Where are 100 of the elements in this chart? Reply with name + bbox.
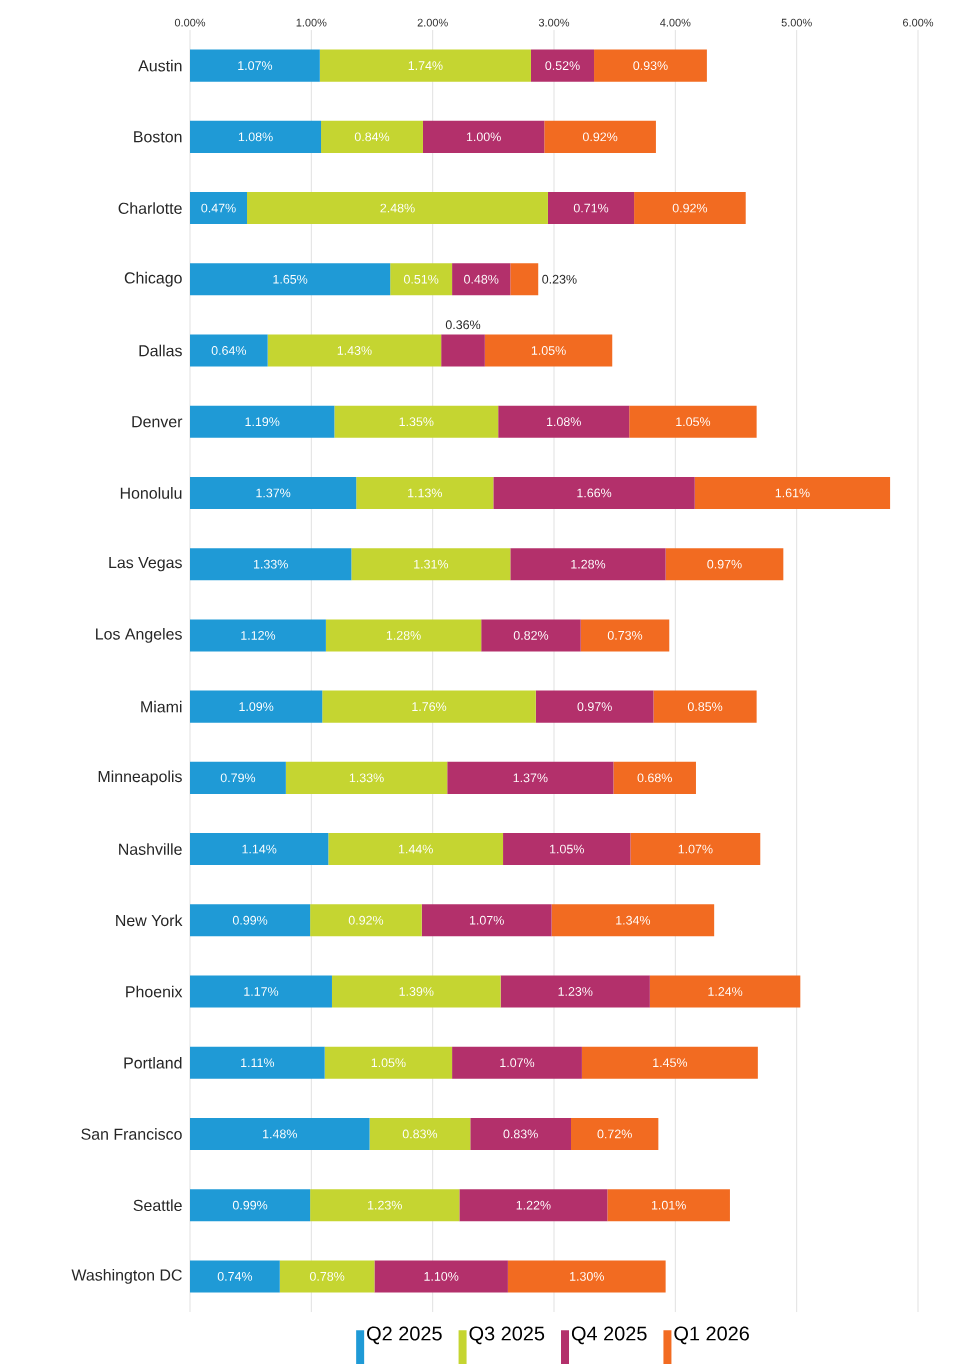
bar xyxy=(459,1189,608,1222)
data-label: 1.12% xyxy=(241,631,276,640)
bar xyxy=(322,690,536,723)
y-tick-label: Seattle xyxy=(133,1199,182,1212)
bar xyxy=(369,1117,471,1150)
bar xyxy=(190,548,352,581)
data-label: 1.28% xyxy=(571,559,606,569)
bar xyxy=(452,263,511,296)
y-tick-label: New York xyxy=(116,914,183,927)
bar xyxy=(634,192,746,225)
bar xyxy=(325,619,482,652)
bar xyxy=(190,1189,311,1222)
data-label: 1.74% xyxy=(408,61,443,70)
bar xyxy=(190,1117,370,1150)
bar xyxy=(328,833,504,866)
data-label: 1.76% xyxy=(412,702,447,712)
bar xyxy=(190,405,335,438)
data-label: 2.48% xyxy=(380,203,415,213)
bar xyxy=(500,975,650,1008)
data-label: 0.85% xyxy=(687,702,723,712)
bar xyxy=(190,761,286,794)
data-label: 0.52% xyxy=(545,61,580,71)
bar xyxy=(544,120,656,153)
bar xyxy=(190,690,323,723)
text: Q3 2025 xyxy=(469,1326,545,1345)
data-label: 1.14% xyxy=(242,844,277,854)
bar xyxy=(190,619,326,652)
bar xyxy=(190,476,357,509)
y-tick-label: San Francisco xyxy=(81,1128,182,1140)
data-label: 1.09% xyxy=(239,702,274,712)
bar xyxy=(190,904,311,937)
data-label: 1.13% xyxy=(408,488,442,498)
data-label: 1.37% xyxy=(256,488,291,498)
bar xyxy=(580,619,670,652)
bar xyxy=(653,690,757,723)
data-label: 1.19% xyxy=(245,417,280,427)
text: Q2 2025 xyxy=(367,1326,442,1345)
data-label: 0.93% xyxy=(633,61,668,71)
data-label: 0.79% xyxy=(220,773,256,783)
bar xyxy=(285,761,448,794)
data-label: 1.23% xyxy=(558,987,593,996)
data-label: 0.71% xyxy=(573,203,609,213)
data-label: 1.28% xyxy=(386,630,421,640)
x-tick-label: 4.00% xyxy=(660,18,691,27)
data-label: 1.05% xyxy=(676,417,711,427)
series-label: Q1 2026 xyxy=(674,1326,749,1345)
bar xyxy=(247,192,548,225)
data-label: 1.66% xyxy=(577,488,612,498)
data-label: 1.33% xyxy=(253,559,288,569)
data-label: 1.23% xyxy=(368,1200,402,1210)
data-label: 0.83% xyxy=(503,1129,538,1139)
data-label: 0.72% xyxy=(597,1129,632,1139)
y-tick-label: Portland xyxy=(124,1056,182,1069)
data-label: 0.74% xyxy=(217,1271,253,1281)
bar xyxy=(324,1046,453,1079)
data-label: 0.99% xyxy=(232,1200,268,1210)
data-label: 0.78% xyxy=(309,1271,345,1281)
data-label: 0.97% xyxy=(707,559,742,569)
data-label: 1.05% xyxy=(371,1058,406,1068)
bar xyxy=(441,334,485,367)
data-label: 1.43% xyxy=(337,346,372,355)
x-tick-label: 6.00% xyxy=(903,18,934,27)
data-label: 1.65% xyxy=(273,274,308,284)
bar xyxy=(321,120,423,153)
y-tick-label: Washington DC xyxy=(71,1268,182,1284)
data-label: 1.45% xyxy=(653,1058,688,1068)
bar xyxy=(190,833,329,866)
bar xyxy=(551,904,715,937)
data-label: 0.48% xyxy=(464,274,499,284)
bar xyxy=(190,1046,325,1079)
data-label: 0.36% xyxy=(445,320,481,330)
bar xyxy=(493,476,695,509)
y-tick-label: Minneapolis xyxy=(98,770,182,786)
bar xyxy=(190,263,391,296)
data-label: 1.24% xyxy=(708,987,743,996)
data-label: 1.07% xyxy=(238,61,273,71)
bar xyxy=(581,1046,758,1079)
bar xyxy=(613,761,696,794)
bar xyxy=(190,975,332,1008)
data-label: 1.31% xyxy=(414,559,449,569)
text: Q4 2025 xyxy=(571,1326,647,1345)
data-label: 1.07% xyxy=(500,1058,535,1068)
data-label: 0.47% xyxy=(201,203,236,213)
bar xyxy=(319,49,531,82)
bar xyxy=(649,975,801,1008)
y-tick-label: Dallas xyxy=(139,344,182,357)
data-label: 1.05% xyxy=(531,346,566,355)
data-label: 1.07% xyxy=(678,844,713,854)
bar xyxy=(470,1117,571,1150)
data-label: 0.99% xyxy=(232,915,268,925)
y-tick-label: Austin xyxy=(138,59,182,72)
bar xyxy=(190,49,320,82)
data-label: 1.11% xyxy=(241,1058,275,1068)
y-tick-label: Miami xyxy=(141,700,182,713)
data-label: 1.61% xyxy=(775,488,810,498)
bar xyxy=(310,904,422,937)
bar xyxy=(507,1260,666,1293)
bar xyxy=(547,192,635,225)
data-label: 1.17% xyxy=(244,987,279,996)
data-label: 1.05% xyxy=(550,844,584,854)
